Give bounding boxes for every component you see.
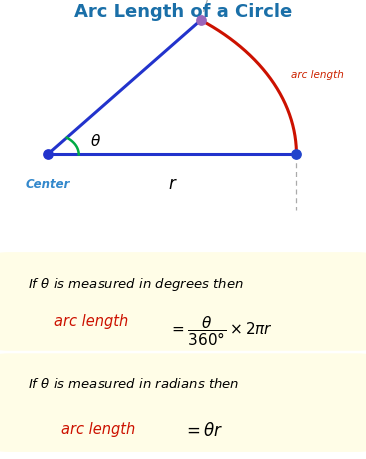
FancyBboxPatch shape: [0, 252, 366, 351]
Text: r: r: [169, 175, 175, 193]
Point: [45, 151, 51, 159]
Text: arc length: arc length: [291, 70, 344, 80]
Text: $= \theta r$: $= \theta r$: [183, 420, 223, 439]
Text: $=\dfrac{\theta}{360°}\times 2\pi r$: $=\dfrac{\theta}{360°}\times 2\pi r$: [169, 313, 273, 347]
Text: Arc Length of a Circle: Arc Length of a Circle: [74, 2, 292, 21]
Point: [294, 151, 299, 159]
Text: arc length: arc length: [54, 313, 128, 328]
Point: [198, 17, 204, 25]
Text: If $\theta$ is measured in degrees then: If $\theta$ is measured in degrees then: [28, 275, 244, 292]
Text: arc length: arc length: [61, 420, 135, 436]
Text: θ: θ: [90, 134, 100, 149]
Text: If $\theta$ is measured in radians then: If $\theta$ is measured in radians then: [28, 376, 240, 390]
Text: Center: Center: [25, 178, 70, 190]
FancyBboxPatch shape: [0, 353, 366, 452]
